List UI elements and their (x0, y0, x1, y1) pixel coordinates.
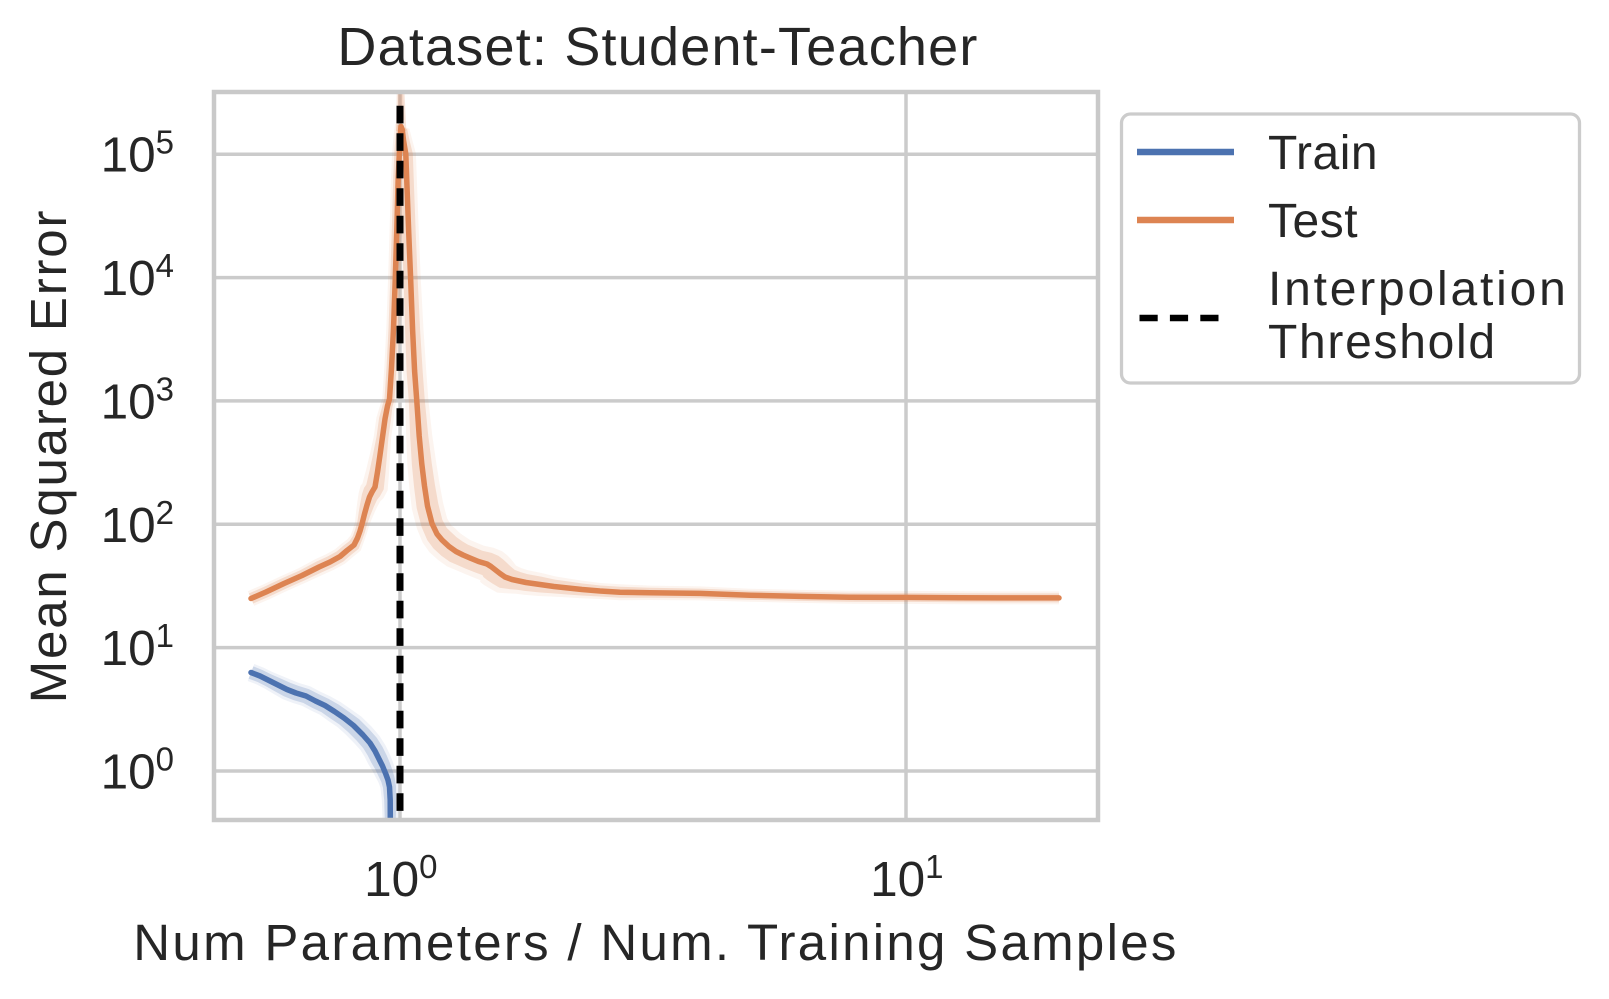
svg-text:Threshold: Threshold (1268, 316, 1497, 369)
svg-text:102: 102 (101, 494, 174, 553)
svg-text:Dataset: Student-Teacher: Dataset: Student-Teacher (337, 17, 978, 77)
svg-text:Mean Squared Error: Mean Squared Error (20, 209, 77, 703)
svg-text:Num Parameters / Num. Training: Num Parameters / Num. Training Samples (133, 914, 1178, 971)
svg-text:Interpolation: Interpolation (1268, 263, 1569, 316)
svg-text:Train: Train (1268, 127, 1378, 180)
svg-text:Test: Test (1268, 195, 1358, 248)
